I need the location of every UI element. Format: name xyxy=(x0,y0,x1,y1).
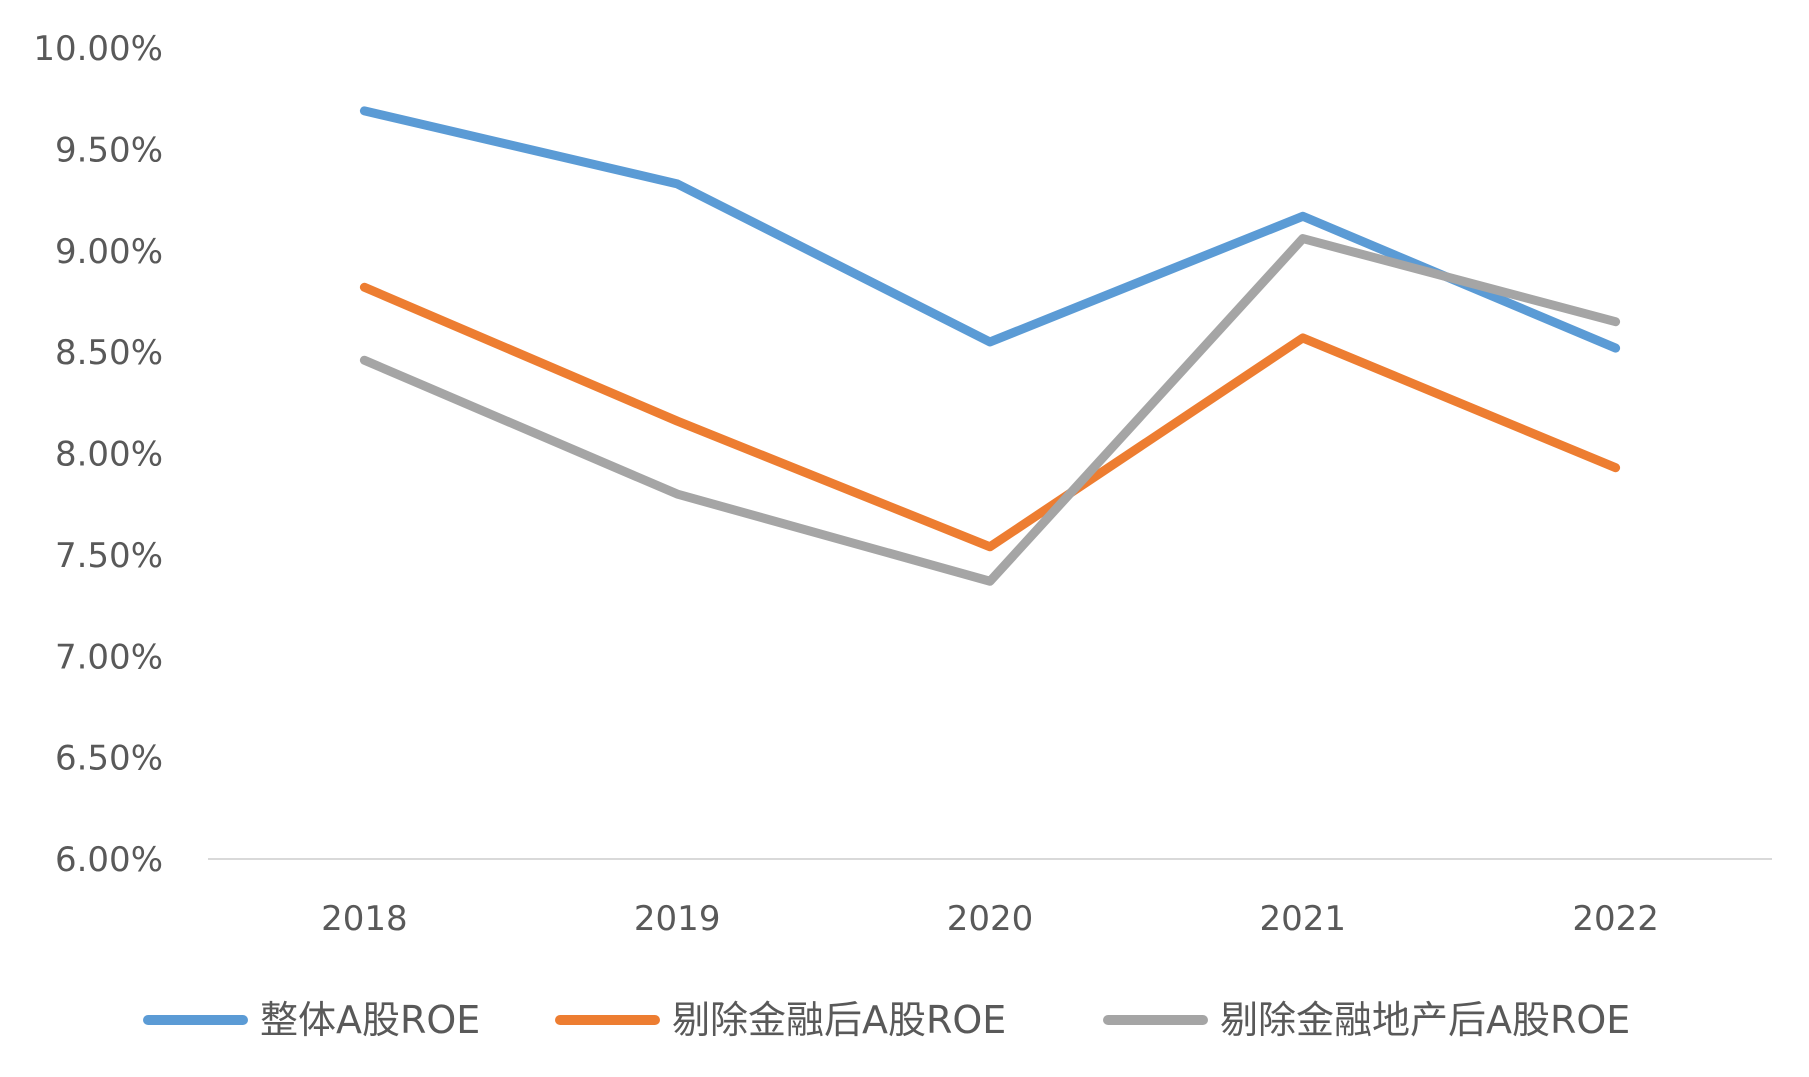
y-tick-label: 8.50% xyxy=(55,333,163,373)
y-tick-label: 10.00% xyxy=(33,29,163,69)
x-tick-label: 2018 xyxy=(321,899,408,939)
series-line-2 xyxy=(359,282,1621,552)
x-tick-label: 2020 xyxy=(947,899,1034,939)
x-axis-tick-labels: 2018 2019 2020 2021 2022 xyxy=(321,899,1659,939)
y-tick-label: 7.00% xyxy=(55,637,163,677)
y-tick-label: 6.50% xyxy=(55,739,163,779)
y-tick-label: 9.00% xyxy=(55,232,163,272)
legend-label-1: 整体A股ROE xyxy=(260,998,480,1042)
x-tick-label: 2021 xyxy=(1260,899,1347,939)
y-tick-label: 6.00% xyxy=(55,840,163,880)
legend-label-2: 剔除金融后A股ROE xyxy=(672,998,1006,1042)
legend: 整体A股ROE 剔除金融后A股ROE 剔除金融地产后A股ROE xyxy=(143,998,1630,1042)
series-lines xyxy=(359,106,1621,586)
x-tick-label: 2022 xyxy=(1572,899,1659,939)
y-tick-label: 7.50% xyxy=(55,536,163,576)
legend-label-3: 剔除金融地产后A股ROE xyxy=(1220,998,1630,1042)
y-tick-label: 9.50% xyxy=(55,130,163,170)
series-line-1 xyxy=(359,106,1621,353)
y-tick-label: 8.00% xyxy=(55,435,163,475)
x-tick-label: 2019 xyxy=(634,899,721,939)
series-line-3 xyxy=(359,234,1621,586)
y-axis-tick-labels: 6.00% 6.50% 7.00% 7.50% 8.00% 8.50% 9.00% 9.50%… xyxy=(33,29,163,880)
